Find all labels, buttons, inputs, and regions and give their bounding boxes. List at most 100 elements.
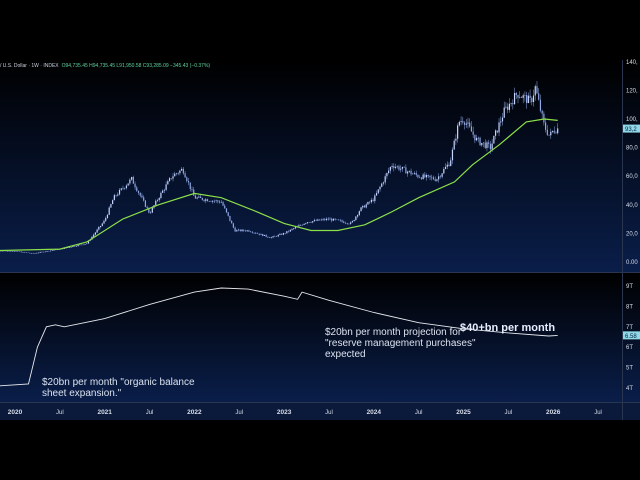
candle: [120, 188, 122, 190]
candle: [174, 173, 176, 177]
annotation-text: $20bn per month projection for: [325, 327, 462, 338]
candle: [515, 93, 517, 96]
candle: [394, 166, 397, 168]
x-tick-label: Jul: [56, 410, 64, 416]
candle: [482, 142, 485, 144]
candle: [74, 246, 76, 247]
candle: [232, 223, 234, 228]
candle: [476, 137, 478, 141]
candle: [444, 166, 447, 169]
candle: [457, 125, 459, 139]
x-axis[interactable]: [0, 403, 640, 420]
price-tick-label: 0.00: [626, 260, 638, 266]
candle: [103, 220, 105, 224]
candle: [417, 174, 419, 178]
candle: [551, 130, 554, 132]
annotation-text: "reserve management purchases": [325, 338, 476, 349]
candle: [410, 170, 412, 175]
candle: [460, 121, 462, 122]
candle: [432, 177, 435, 180]
candle: [439, 176, 441, 177]
candle: [134, 183, 136, 188]
candle: [234, 227, 236, 232]
candle: [49, 250, 52, 252]
candle: [251, 232, 253, 233]
candle: [524, 95, 526, 96]
candle: [358, 211, 360, 215]
price-pane: [0, 60, 640, 272]
candle: [484, 142, 486, 149]
candle: [179, 170, 181, 174]
annotation-text: $20bn per month "organic balance: [42, 377, 195, 388]
candle: [127, 183, 129, 186]
balance-pane: [0, 273, 640, 402]
candle: [474, 134, 476, 141]
candle: [256, 233, 259, 234]
candle: [269, 237, 271, 238]
candle: [353, 219, 355, 222]
x-tick-label: Jul: [505, 410, 513, 416]
candle: [10, 251, 12, 252]
candle: [125, 185, 128, 189]
candle: [282, 233, 285, 235]
candle: [319, 219, 321, 221]
candle: [294, 227, 297, 229]
candle: [87, 240, 90, 244]
candle: [453, 140, 455, 150]
candle: [187, 181, 190, 183]
candle: [112, 200, 114, 205]
candle: [436, 179, 438, 181]
candle: [310, 222, 312, 223]
candle: [494, 130, 497, 136]
candle: [13, 251, 15, 252]
candle: [277, 234, 279, 237]
candle: [550, 131, 552, 136]
symbol-header[interactable]: / U.S. Dollar · 1W · INDEX O94,735.45 H94…: [0, 63, 210, 69]
candle: [315, 220, 317, 221]
candle: [200, 196, 202, 198]
candle: [210, 201, 212, 202]
candle: [106, 214, 109, 219]
candle: [108, 207, 110, 215]
candle: [350, 222, 352, 224]
candle: [158, 198, 160, 201]
candle: [534, 86, 536, 96]
candle: [110, 204, 112, 208]
x-tick-label: 2026: [546, 409, 561, 416]
candle: [148, 208, 150, 213]
balance-tick-label: 5T: [626, 366, 633, 372]
candle: [407, 171, 409, 174]
candle: [531, 97, 533, 103]
x-tick-label: 2025: [456, 409, 471, 416]
candle: [379, 186, 381, 190]
candle: [408, 170, 410, 172]
candle: [39, 251, 41, 253]
candle: [386, 172, 388, 177]
candle: [51, 250, 53, 251]
candle: [274, 236, 276, 237]
candle: [34, 253, 36, 254]
candle: [519, 97, 521, 98]
candle: [93, 234, 95, 237]
candle: [201, 197, 203, 200]
candle: [375, 193, 378, 196]
candle: [510, 103, 512, 104]
candle: [20, 251, 22, 253]
candle: [286, 231, 288, 234]
price-tick-label: 120,: [626, 88, 638, 94]
candle: [298, 225, 300, 227]
x-tick-label: 2022: [187, 409, 202, 416]
candle: [293, 228, 295, 229]
candle: [137, 191, 140, 193]
candle: [151, 207, 153, 213]
candle: [555, 132, 557, 134]
candle: [313, 220, 316, 222]
candle: [279, 233, 281, 235]
candle: [312, 221, 314, 223]
candle: [86, 243, 88, 244]
candle: [284, 233, 286, 234]
candle: [463, 122, 466, 125]
candle: [527, 95, 529, 104]
candle: [367, 201, 369, 205]
